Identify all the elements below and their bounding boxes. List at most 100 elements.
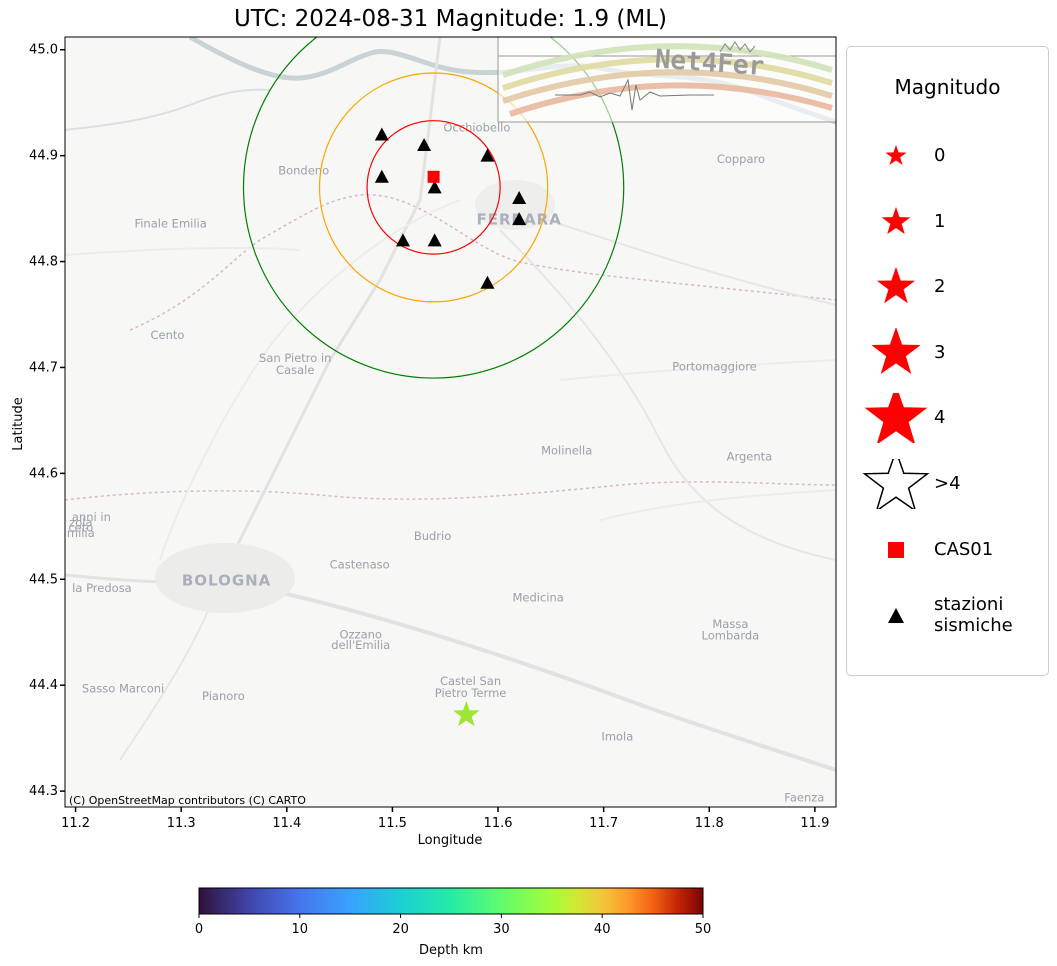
place-label: Finale Emilia bbox=[134, 217, 206, 231]
place-label: Castel San bbox=[440, 674, 501, 688]
x-tick-label: 11.7 bbox=[589, 816, 618, 831]
cas01-marker bbox=[427, 170, 440, 183]
station-marker bbox=[395, 233, 410, 247]
legend-item: CAS01 bbox=[847, 525, 1048, 575]
place-label: Copparo bbox=[717, 152, 765, 166]
y-axis-label: Latitude bbox=[11, 397, 26, 451]
legend-item: >4 bbox=[847, 459, 1048, 509]
legend-label: 2 bbox=[934, 276, 946, 297]
place-label: Faenza bbox=[784, 791, 824, 805]
place-label: Lombarda bbox=[702, 629, 760, 643]
x-tick-label: 11.6 bbox=[484, 816, 513, 831]
legend-label: 1 bbox=[934, 211, 946, 232]
chart-title: UTC: 2024-08-31 Magnitude: 1.9 (ML) bbox=[233, 6, 668, 32]
x-tick-label: 11.5 bbox=[378, 816, 407, 831]
y-tick-label: 44.3 bbox=[29, 784, 58, 799]
legend-label: 4 bbox=[934, 407, 946, 428]
distance-circle bbox=[318, 72, 549, 303]
station-marker bbox=[512, 190, 527, 204]
place-label: Ozzano bbox=[339, 628, 382, 642]
station-marker bbox=[417, 138, 432, 152]
place-label: Medicina bbox=[512, 591, 563, 605]
legend-label: >4 bbox=[934, 473, 961, 494]
place-label: Cento bbox=[150, 328, 184, 342]
colorbar-ticks: 0 10 20 30 40 50 bbox=[195, 914, 711, 937]
star-icon bbox=[877, 267, 915, 304]
legend: Magnitudo 0 1 2 3 4 >4 CAS01 stazioni sismiche bbox=[846, 46, 1049, 676]
x-tick-label: 11.3 bbox=[167, 816, 196, 831]
y-tick-label: 44.9 bbox=[29, 149, 58, 164]
legend-item: 4 bbox=[847, 393, 1048, 443]
place-label: milia bbox=[67, 526, 95, 540]
place-label: Argenta bbox=[727, 450, 773, 464]
y-tick-label: 44.7 bbox=[29, 360, 58, 375]
y-tick-label: 44.4 bbox=[29, 678, 58, 693]
place-label: Pietro Terme bbox=[435, 686, 507, 700]
y-tick-label: 44.6 bbox=[29, 466, 58, 481]
place-label: Sasso Marconi bbox=[82, 682, 164, 696]
star-outline-icon bbox=[862, 459, 930, 509]
basemap bbox=[65, 37, 836, 807]
star-icon bbox=[864, 393, 928, 443]
legend-label: stazioni bbox=[934, 594, 1004, 615]
x-tick-label: 11.2 bbox=[61, 816, 90, 831]
place-label: Occhiobello bbox=[443, 120, 510, 134]
colorbar-tick-label: 30 bbox=[493, 922, 510, 937]
star-icon bbox=[871, 328, 921, 374]
station-marker bbox=[480, 148, 495, 162]
station-marker bbox=[480, 275, 495, 289]
colorbar-tick-label: 40 bbox=[594, 922, 611, 937]
station-marker bbox=[427, 180, 442, 194]
place-label: Budrio bbox=[414, 529, 451, 543]
place-label: dell'Emilia bbox=[331, 638, 390, 652]
place-label: BOLOGNA bbox=[182, 572, 271, 590]
place-label: Imola bbox=[601, 729, 633, 743]
epicenter-layer bbox=[453, 700, 480, 727]
colorbar-label: Depth km bbox=[419, 943, 483, 958]
colorbar-tick-label: 50 bbox=[695, 922, 712, 937]
legend-item: 3 bbox=[847, 328, 1048, 378]
map-attribution: (C) OpenStreetMap contributors (C) CARTO bbox=[69, 794, 306, 807]
place-label: Casale bbox=[276, 363, 314, 377]
x-tick-label: 11.8 bbox=[695, 816, 724, 831]
station-marker bbox=[374, 127, 389, 141]
star-icon bbox=[885, 145, 907, 165]
logo: Net4Fer bbox=[497, 36, 837, 123]
legend-item: 0 bbox=[847, 131, 1048, 181]
legend-label: 0 bbox=[934, 145, 946, 166]
place-label: Castenaso bbox=[330, 558, 390, 572]
star-icon bbox=[881, 207, 911, 235]
legend-item: 1 bbox=[847, 197, 1048, 247]
legend-item: 2 bbox=[847, 262, 1048, 312]
legend-title: Magnitudo bbox=[894, 75, 1001, 99]
distance-circles bbox=[242, 37, 625, 379]
colorbar bbox=[198, 887, 704, 915]
stations-layer bbox=[374, 127, 527, 289]
station-marker bbox=[512, 212, 527, 226]
place-label: Massa bbox=[712, 617, 748, 631]
place-label: zola bbox=[69, 515, 92, 529]
distance-circle bbox=[242, 37, 625, 379]
legend-label: 3 bbox=[934, 342, 946, 363]
legend-item: stazioni sismiche bbox=[847, 591, 1048, 641]
distance-circle bbox=[366, 120, 501, 255]
epicenter-star bbox=[453, 700, 480, 727]
place-label: Bondeno bbox=[278, 164, 329, 178]
x-tick-label: 11.4 bbox=[272, 816, 301, 831]
colorbar-tick-label: 10 bbox=[292, 922, 309, 937]
x-axis: 11.2 11.3 11.4 11.5 11.6 11.7 11.8 11.9 bbox=[61, 807, 829, 831]
place-label: San Pietro in bbox=[259, 351, 331, 365]
place-label: ceto bbox=[68, 521, 93, 535]
legend-label: CAS01 bbox=[934, 539, 994, 560]
x-axis-label: Longitude bbox=[418, 833, 483, 848]
y-tick-label: 45.0 bbox=[29, 43, 58, 58]
place-label: Molinella bbox=[541, 443, 592, 457]
y-axis: 44.3 44.4 44.5 44.6 44.7 44.8 44.9 45.0 bbox=[29, 43, 65, 799]
y-tick-label: 44.5 bbox=[29, 572, 58, 587]
station-marker bbox=[427, 233, 442, 247]
place-label: Portomaggiore bbox=[672, 360, 756, 374]
station-marker bbox=[374, 169, 389, 183]
x-tick-label: 11.9 bbox=[800, 816, 829, 831]
